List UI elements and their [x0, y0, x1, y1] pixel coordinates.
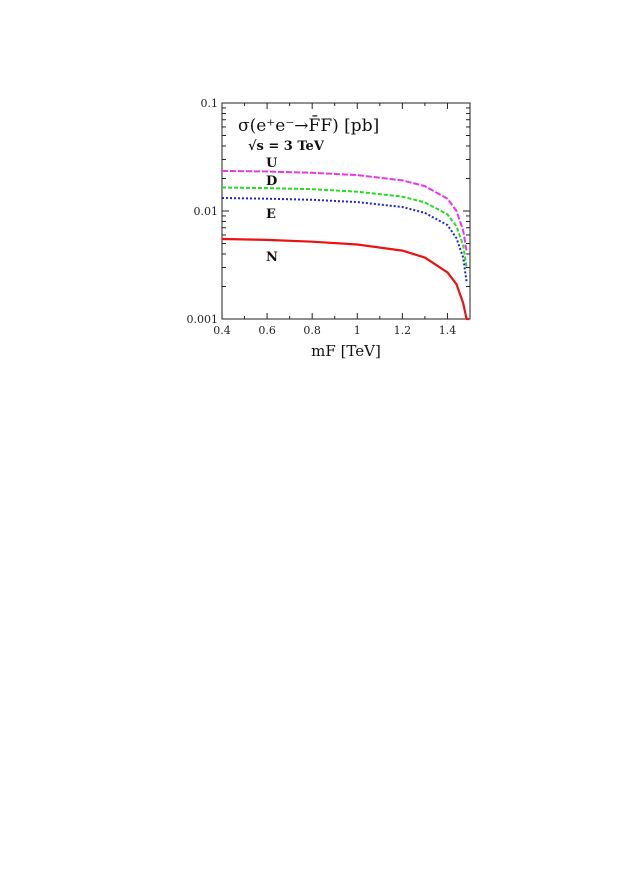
series-label-n: N — [266, 250, 278, 265]
x-tick-label: 1.4 — [439, 324, 457, 337]
series-lines — [221, 169, 469, 321]
x-tick-label: 0.6 — [258, 324, 276, 337]
series-label-e: E — [266, 207, 276, 222]
chart-subtitle: √s = 3 TeV — [248, 139, 325, 154]
y-tick-label: 0.01 — [194, 205, 219, 218]
tick-labels: 0.4 0.6 0.8 1 1.2 1.4 0.001 0.01 0.1 — [187, 97, 457, 337]
x-tick-label: 0.4 — [213, 324, 231, 337]
series-line-d — [221, 186, 468, 268]
y-tick-label: 0.001 — [187, 313, 219, 326]
series-line-e — [221, 197, 468, 283]
series-line-u — [221, 169, 468, 252]
series-label-u: U — [266, 156, 278, 171]
series-label-d: D — [266, 174, 277, 189]
chart-title: σ(e⁺e⁻→F̄F) [pb] — [238, 114, 379, 136]
x-axis-title: mF [TeV] — [311, 342, 381, 360]
x-tick-label: 1 — [354, 324, 361, 337]
axis-ticks — [221, 102, 471, 320]
series-line-n — [221, 237, 469, 321]
x-tick-label: 1.2 — [394, 324, 412, 337]
x-tick-label: 0.8 — [303, 324, 321, 337]
y-tick-label: 0.1 — [201, 97, 219, 110]
